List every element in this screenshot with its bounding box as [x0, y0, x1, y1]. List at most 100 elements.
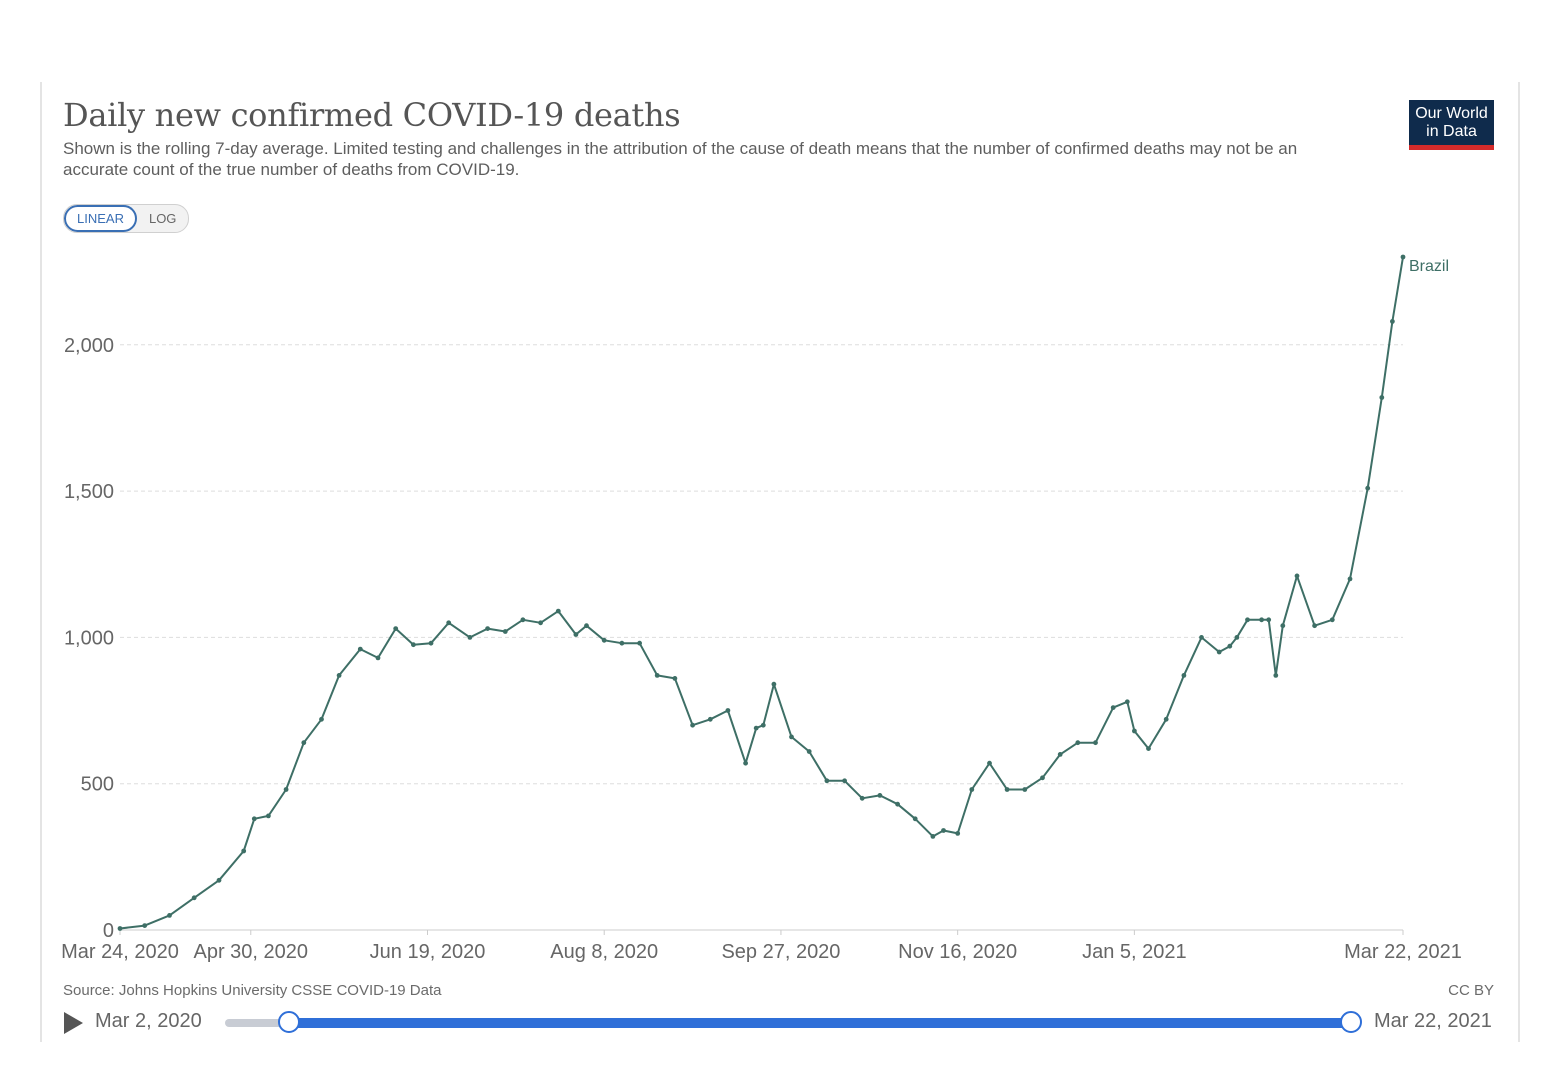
- data-point: [672, 676, 678, 681]
- data-point: [601, 637, 607, 643]
- data-point: [1280, 623, 1286, 629]
- data-point: [251, 816, 257, 822]
- data-point: [1347, 576, 1353, 582]
- data-point: [955, 831, 961, 836]
- data-point: [1124, 699, 1130, 705]
- data-point: [1146, 746, 1151, 751]
- y-tick-label: 500: [81, 774, 114, 796]
- data-point: [969, 787, 975, 792]
- data-point: [142, 923, 148, 928]
- data-point: [319, 716, 324, 722]
- data-point: [502, 629, 508, 634]
- scale-toggle[interactable]: LINEAR LOG: [63, 204, 190, 233]
- data-point: [428, 640, 434, 646]
- data-point: [1365, 485, 1371, 491]
- data-point: [1093, 740, 1098, 746]
- chart-frame: [40, 82, 1520, 1042]
- data-point: [216, 877, 222, 883]
- data-point: [1390, 319, 1395, 324]
- series-label-brazil: Brazil: [1409, 258, 1449, 275]
- data-point: [446, 620, 452, 626]
- data-point: [1266, 617, 1272, 623]
- data-point: [895, 801, 900, 807]
- data-point: [1234, 635, 1240, 640]
- data-point: [1216, 649, 1222, 655]
- data-point: [725, 708, 731, 713]
- x-tick-label: Mar 22, 2021: [1344, 941, 1462, 963]
- data-point: [789, 734, 794, 740]
- data-point: [191, 895, 197, 901]
- chart-subtitle: Shown is the rolling 7-day average. Limi…: [63, 139, 1298, 179]
- x-tick-label: Apr 30, 2020: [194, 941, 309, 963]
- data-point: [760, 722, 766, 728]
- data-point: [336, 673, 342, 678]
- timeline-start-date: Mar 2, 2020: [95, 1010, 202, 1032]
- play-icon[interactable]: [64, 1012, 83, 1034]
- data-point: [842, 778, 847, 784]
- license-label[interactable]: CC BY: [1448, 982, 1494, 999]
- source-note[interactable]: Source: Johns Hopkins University CSSE CO…: [63, 982, 442, 999]
- timeline-end-handle[interactable]: [1340, 1011, 1362, 1033]
- data-point: [1075, 740, 1081, 746]
- linear-scale-button[interactable]: LINEAR: [64, 205, 137, 232]
- x-tick-label: Jun 19, 2020: [370, 941, 486, 963]
- data-point: [912, 816, 918, 822]
- data-point: [987, 760, 992, 766]
- x-tick-label: Aug 8, 2020: [550, 941, 658, 963]
- y-tick-label: 0: [103, 920, 114, 942]
- data-point: [573, 632, 579, 637]
- data-point: [771, 681, 777, 687]
- data-point: [824, 778, 830, 784]
- owid-logo[interactable]: Our World in Data: [1409, 100, 1494, 150]
- data-point: [357, 646, 363, 652]
- data-point: [1022, 787, 1028, 792]
- data-point: [375, 655, 381, 661]
- data-point: [584, 623, 589, 629]
- data-point: [1181, 673, 1187, 678]
- data-point: [930, 834, 936, 839]
- data-point: [654, 673, 660, 678]
- data-point: [690, 722, 695, 728]
- data-point: [393, 626, 399, 631]
- data-point: [485, 626, 490, 631]
- data-point: [753, 725, 759, 731]
- data-point: [241, 848, 247, 854]
- logo-line-2: in Data: [1426, 123, 1477, 140]
- data-point: [941, 828, 946, 833]
- log-scale-button[interactable]: LOG: [148, 211, 177, 226]
- data-point: [859, 795, 865, 801]
- data-point: [411, 642, 416, 648]
- data-point: [1057, 752, 1063, 757]
- data-point: [1259, 617, 1264, 623]
- data-point: [1199, 635, 1204, 640]
- data-point: [1245, 617, 1250, 623]
- data-point: [1163, 716, 1169, 722]
- y-tick-label: 2,000: [64, 335, 114, 357]
- data-point: [1227, 643, 1233, 649]
- data-point: [877, 793, 883, 798]
- logo-line-1: Our World: [1415, 105, 1488, 122]
- data-point: [1312, 623, 1317, 629]
- data-point: [1379, 395, 1385, 400]
- data-point: [1273, 673, 1279, 678]
- chart-title: Daily new confirmed COVID-19 deaths: [63, 96, 681, 134]
- data-point: [555, 608, 561, 614]
- data-point: [301, 740, 307, 746]
- x-tick-label: Jan 5, 2021: [1082, 941, 1187, 963]
- data-point: [467, 635, 473, 640]
- data-point: [1004, 787, 1010, 792]
- y-tick-label: 1,000: [64, 627, 114, 649]
- data-point: [1132, 728, 1137, 734]
- x-tick-label: Nov 16, 2020: [898, 941, 1017, 963]
- data-point: [117, 926, 123, 931]
- data-point: [1400, 254, 1406, 260]
- data-point: [619, 640, 625, 646]
- data-point: [806, 749, 812, 754]
- timeline-end-date: Mar 22, 2021: [1374, 1010, 1492, 1032]
- data-point: [538, 620, 543, 626]
- data-point: [283, 787, 289, 792]
- x-tick-label: Mar 24, 2020: [61, 941, 179, 963]
- timeline-start-handle[interactable]: [278, 1011, 300, 1033]
- timeline-selected-range[interactable]: [289, 1018, 1351, 1028]
